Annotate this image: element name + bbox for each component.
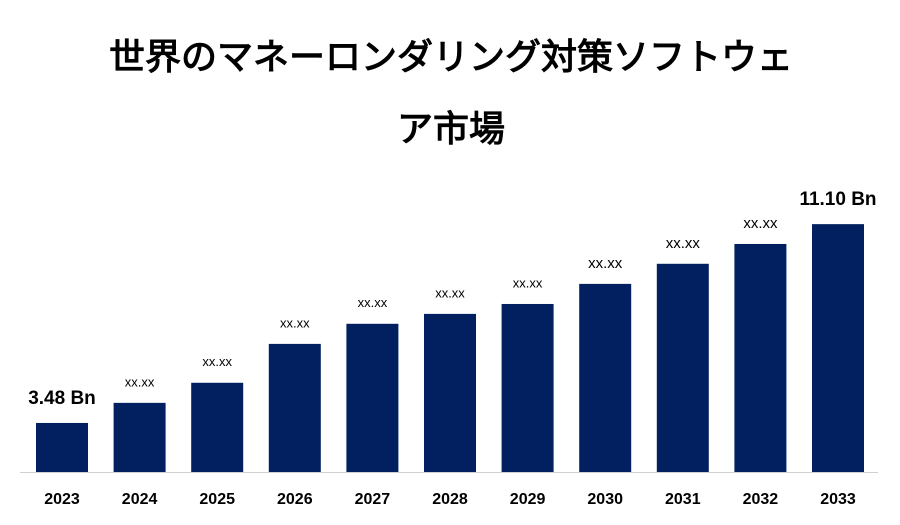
value-label: xx.xx [280, 315, 310, 330]
bar [36, 422, 88, 472]
bar [191, 382, 244, 472]
value-label: xx.xx [125, 374, 155, 389]
bar [812, 224, 864, 472]
bar [579, 283, 632, 472]
chart-title: 世界のマネーロンダリング対策ソフトウェア市場 [108, 37, 793, 150]
x-tick-label: 2028 [432, 491, 468, 508]
x-tick-label: 2024 [122, 491, 158, 508]
x-tick-label: 2032 [743, 491, 779, 508]
value-label: xx.xx [202, 354, 232, 369]
value-label: xx.xx [513, 275, 543, 290]
bar [424, 313, 476, 472]
x-tick-label: 2031 [665, 491, 701, 508]
x-tick-label: 2027 [355, 491, 391, 508]
bar [346, 323, 399, 472]
value-label: xx.xx [666, 235, 701, 252]
bar [734, 243, 787, 472]
value-label: xx.xx [743, 215, 778, 232]
value-label: 3.48 Bn [28, 388, 96, 409]
x-tick-label: 2025 [199, 491, 235, 508]
value-label: 11.10 Bn [799, 189, 876, 210]
value-label: xx.xx [588, 255, 623, 272]
value-label: xx.xx [358, 295, 388, 310]
x-tick-label: 2033 [820, 491, 856, 508]
value-label: xx.xx [435, 285, 465, 300]
bar [268, 343, 321, 472]
bar [113, 402, 166, 472]
bar [501, 303, 554, 472]
bar [656, 263, 709, 472]
x-tick-label: 2023 [44, 491, 80, 508]
x-tick-label: 2026 [277, 491, 313, 508]
x-tick-label: 2029 [510, 491, 546, 508]
x-tick-label: 2030 [587, 491, 623, 508]
